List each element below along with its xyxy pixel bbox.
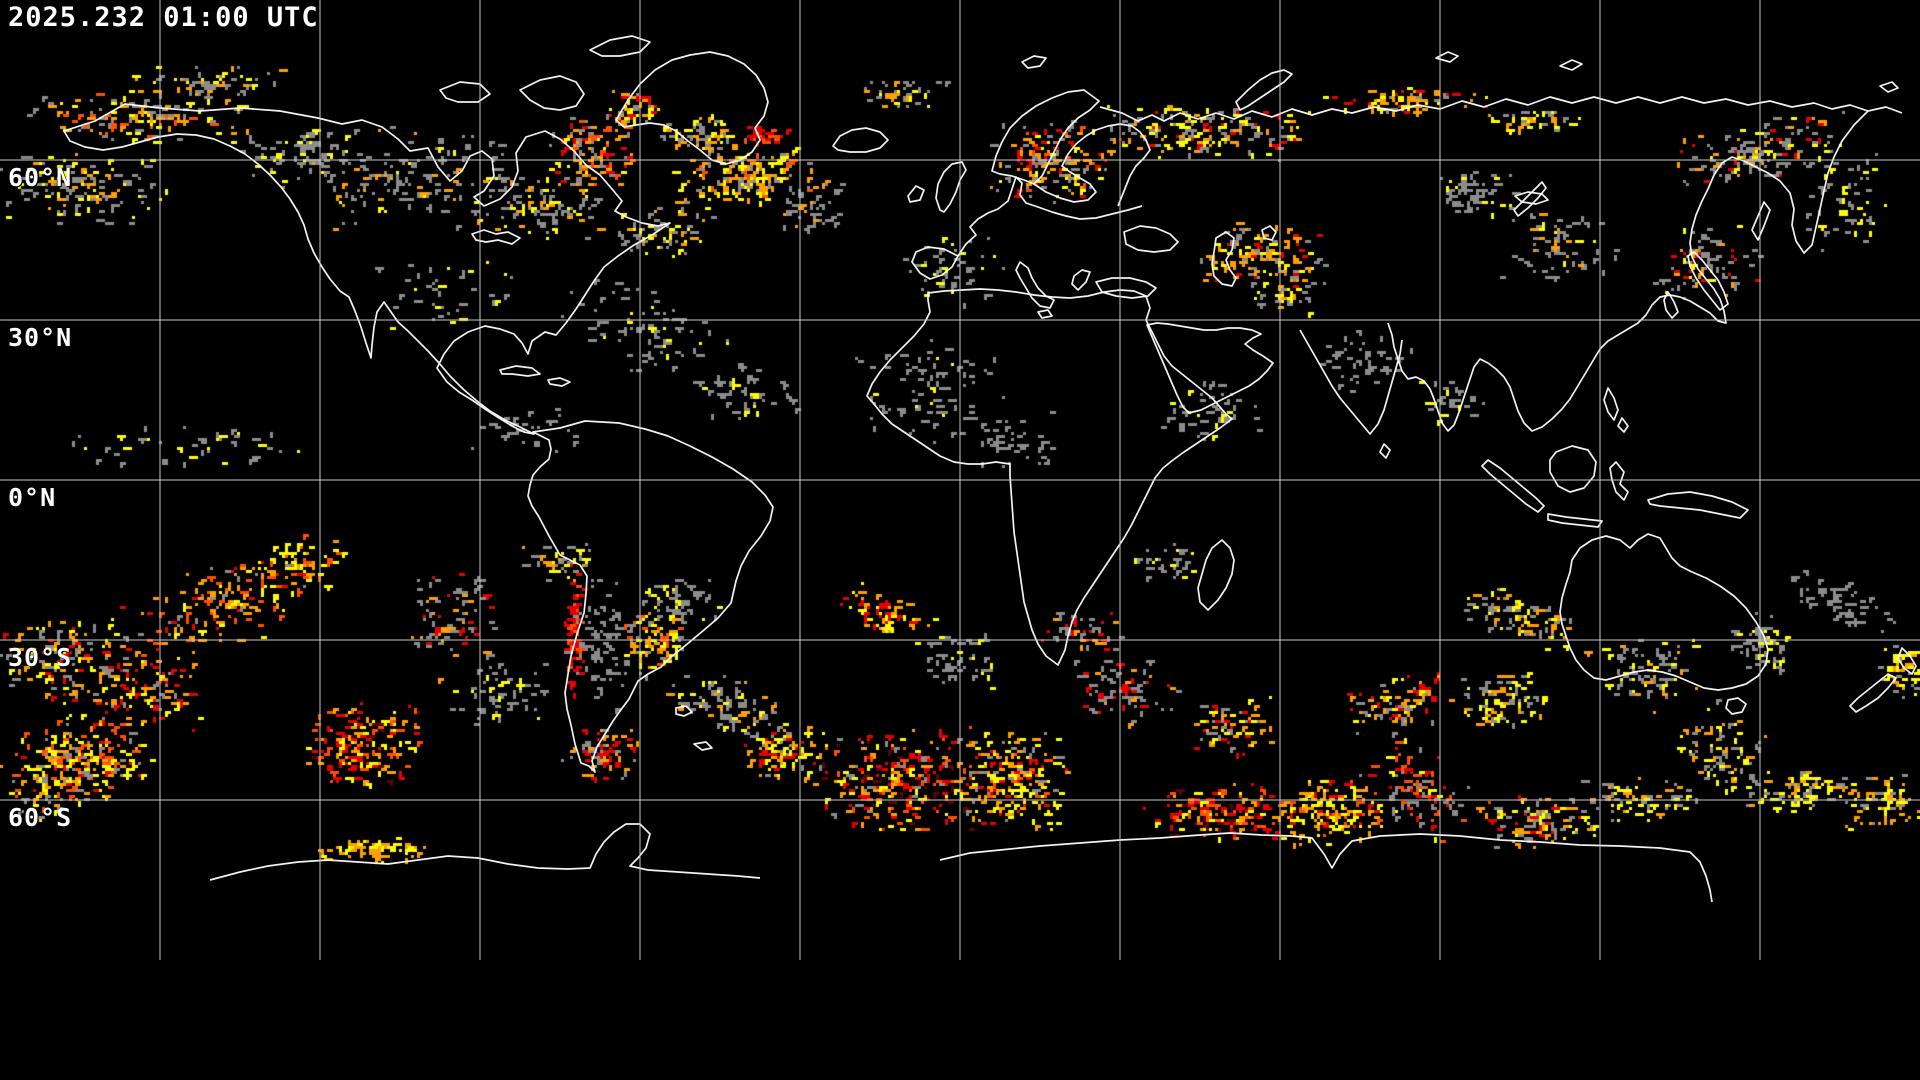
coastline-path — [1617, 417, 1629, 433]
latitude-label: 30°S — [8, 643, 73, 672]
coastline-path — [693, 741, 713, 751]
coastline-path — [1379, 443, 1391, 459]
coastline-path — [1481, 459, 1545, 513]
coastline-path — [1235, 69, 1293, 111]
coastline-path — [1609, 461, 1629, 501]
coastline-path — [1099, 96, 1903, 122]
coastline-path — [1897, 647, 1917, 675]
coastline-path — [957, 176, 1143, 257]
coastline-path — [1559, 533, 1769, 691]
coastline-path — [1603, 387, 1619, 421]
coastline-path — [1146, 322, 1274, 414]
coastline-path — [832, 127, 889, 153]
coastline-path — [675, 705, 693, 717]
coastline-path — [1197, 539, 1235, 611]
coastline-path — [1687, 251, 1729, 311]
graticule-grid — [0, 0, 1920, 960]
coastlines — [63, 35, 1917, 903]
coastline-path — [1095, 277, 1157, 299]
coastline-path — [1514, 191, 1549, 205]
latitude-label: 30°N — [8, 323, 73, 352]
coastline-path — [1647, 491, 1749, 519]
coastline-path — [1071, 269, 1091, 291]
coastline-path — [1547, 513, 1603, 528]
latitude-label: 60°N — [8, 163, 73, 192]
coastline-path — [1261, 225, 1277, 241]
coastline-path — [499, 365, 541, 377]
coastline-path — [471, 229, 521, 245]
coastline-path — [911, 246, 959, 280]
coastline-path — [615, 51, 769, 165]
coastline-path — [1435, 51, 1459, 63]
coastline-path — [1299, 329, 1403, 435]
coastline-path — [1021, 55, 1047, 69]
latitude-label: 60°S — [8, 803, 73, 832]
coastline-path — [866, 288, 1233, 666]
coastline-path — [519, 75, 585, 111]
coastline-path — [1387, 110, 1869, 432]
coastline-path — [1879, 81, 1899, 93]
coastline-path — [1663, 291, 1679, 319]
coastline-path — [1015, 261, 1055, 309]
coastline-path — [1513, 181, 1547, 217]
coastline-path — [1037, 309, 1053, 319]
timestamp-label: 2025.232 01:00 UTC — [8, 2, 319, 33]
coastline-path — [589, 35, 651, 57]
coastline-path — [939, 832, 1713, 903]
coastline-path — [935, 161, 967, 213]
coastline-path — [1033, 123, 1151, 207]
coastline-path — [63, 103, 671, 435]
coastline-path — [527, 420, 774, 773]
coastline-path — [1123, 225, 1179, 253]
coastline-path — [1559, 59, 1583, 71]
coastline-path — [1725, 697, 1747, 715]
coastline-path — [1211, 231, 1237, 287]
coastline-path — [1549, 445, 1597, 493]
world-map: 60°N 30°N 0°N 30°S 60°S — [0, 0, 1920, 960]
coastline-path — [209, 823, 761, 881]
coastline-path — [907, 185, 925, 203]
coastline-path — [1751, 201, 1771, 241]
coastline-path — [1849, 673, 1897, 713]
coastline-path — [439, 81, 491, 103]
legend-bar: SLW Large Drop Index 13.5-1616-1919-2222… — [0, 960, 1920, 1080]
map-overlay — [0, 0, 1920, 960]
coastline-path — [991, 89, 1100, 185]
latitude-label: 0°N — [8, 483, 57, 512]
coastline-path — [547, 377, 571, 387]
